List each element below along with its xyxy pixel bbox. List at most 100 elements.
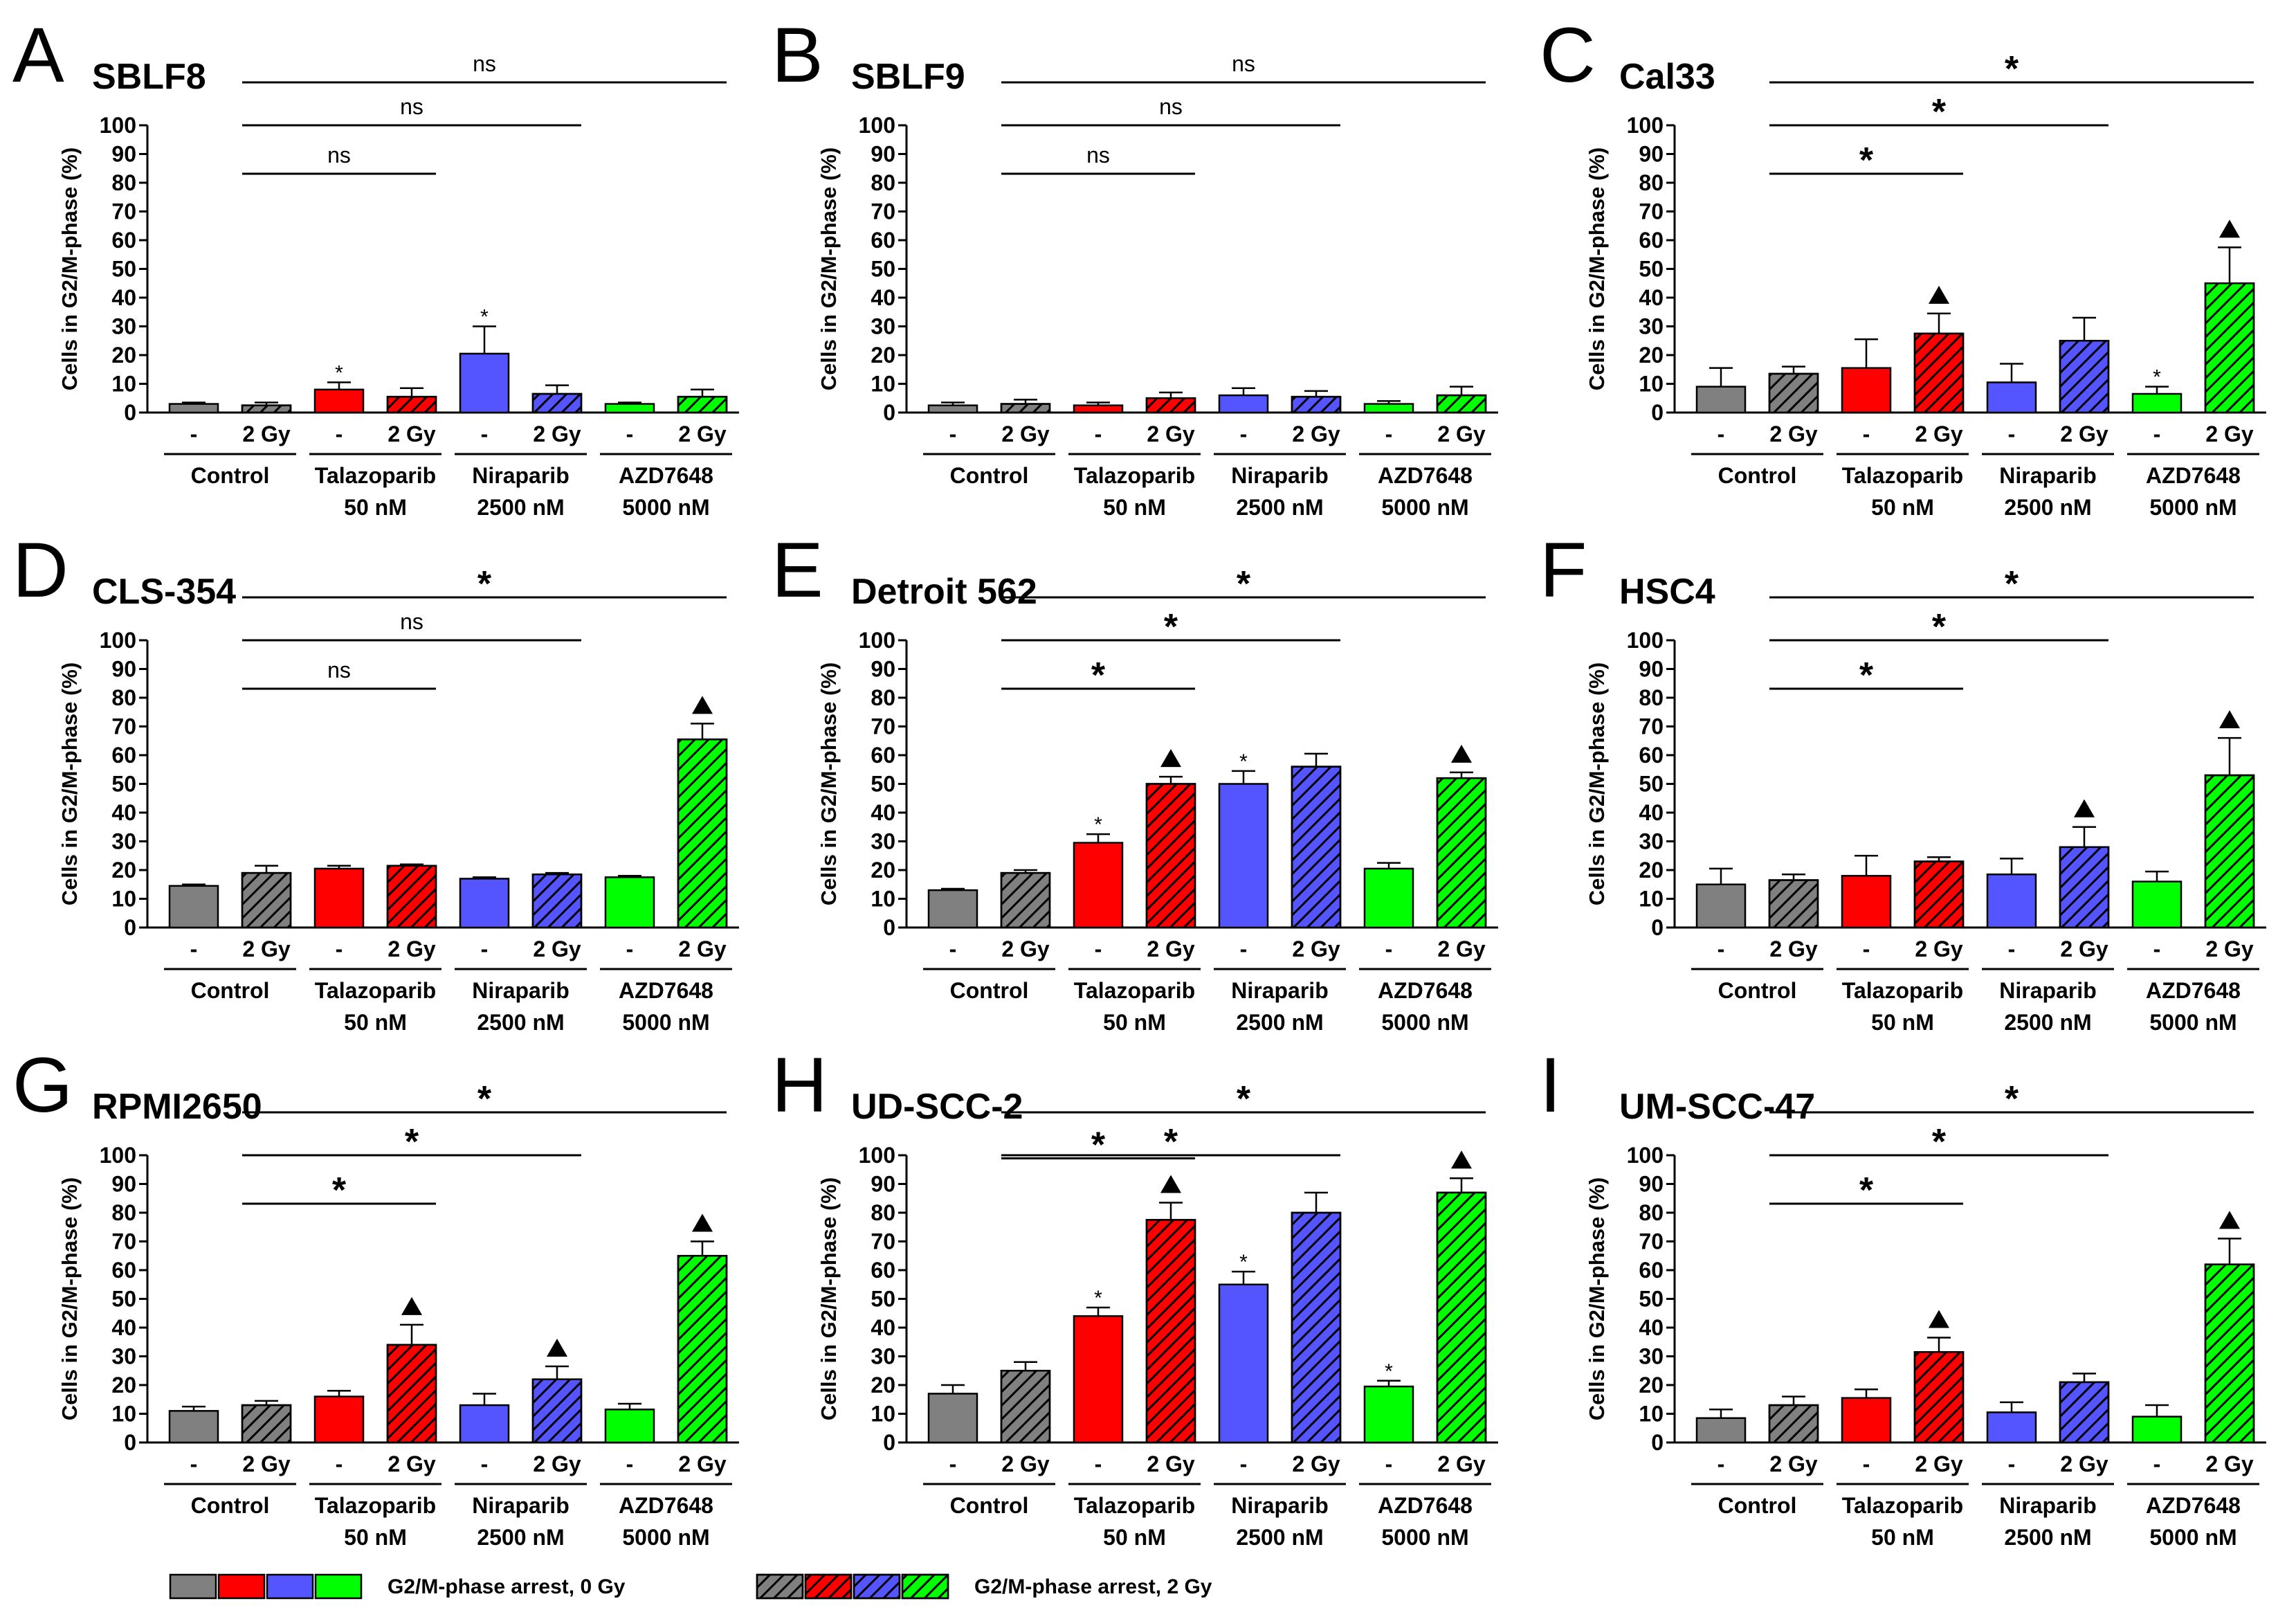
small-star-marker: * — [1385, 1360, 1393, 1383]
y-tick-label: 10 — [111, 1402, 136, 1427]
bar — [1363, 1385, 1414, 1444]
x-tick-label: - — [336, 937, 343, 961]
group-label: AZD7648 — [619, 978, 713, 1003]
group-label: Niraparib — [472, 463, 569, 488]
bar — [1363, 867, 1414, 929]
y-tick-label: 50 — [111, 1287, 136, 1312]
panel-D: D CLS-354 Cells in G2/M-phase (%) 0 10 20 30 40… — [12, 527, 739, 1035]
legend: G2/M-phase arrest, 0 Gy G2/M-phase arres… — [169, 1573, 1212, 1600]
group-label: Control — [950, 978, 1029, 1003]
group-label: Talazoparib — [315, 1493, 436, 1518]
group-label: AZD7648 — [1378, 1493, 1473, 1518]
y-tick-label: 50 — [1639, 772, 1664, 797]
legend-swatch-solid — [169, 1573, 217, 1600]
y-tick-label: 20 — [1639, 343, 1664, 368]
group-sublabel: 5000 nM — [1381, 495, 1468, 520]
y-tick-label: 80 — [111, 1200, 136, 1225]
triangle-marker — [1451, 744, 1472, 763]
x-tick-label: 2 Gy — [533, 422, 581, 446]
legend-label-2gy: G2/M-phase arrest, 2 Gy — [974, 1575, 1212, 1598]
group-label: AZD7648 — [2146, 463, 2241, 488]
y-axis-label: Cells in G2/M-phase (%) — [57, 662, 82, 905]
x-tick-label: - — [626, 422, 634, 446]
group-sublabel: 2500 nM — [477, 1010, 564, 1035]
y-tick-label: 50 — [871, 257, 895, 282]
y-tick-label: 100 — [100, 113, 136, 138]
group-sublabel: 2500 nM — [477, 495, 564, 520]
bar — [927, 889, 978, 929]
group-sublabel: 50 nM — [1871, 1525, 1934, 1550]
y-tick-label: 50 — [111, 772, 136, 797]
bar — [313, 867, 365, 929]
x-tick-label: 2 Gy — [242, 1451, 291, 1476]
significance-label: ns — [327, 143, 351, 168]
significance-label: * — [1164, 607, 1178, 647]
group-label: Niraparib — [1231, 978, 1328, 1003]
y-tick-label: 40 — [111, 285, 136, 310]
bar-hatch — [2204, 1263, 2255, 1444]
group-label: AZD7648 — [619, 463, 713, 488]
bar — [1073, 404, 1124, 414]
x-tick-label: - — [190, 1451, 198, 1476]
small-star-marker: * — [335, 361, 343, 384]
x-tick-label: 2 Gy — [533, 937, 581, 961]
group-label: Control — [191, 978, 270, 1003]
y-tick-label: 10 — [1639, 887, 1664, 912]
y-axis-label: Cells in G2/M-phase (%) — [57, 1177, 82, 1420]
panel-letter: I — [1540, 1042, 1561, 1128]
group-sublabel: 50 nM — [344, 495, 407, 520]
bar-hatch — [531, 392, 583, 414]
bar — [1218, 783, 1269, 929]
panel-letter: D — [12, 527, 69, 613]
x-tick-label: 2 Gy — [388, 937, 436, 961]
triangle-marker — [2219, 710, 2240, 729]
x-tick-label: 2 Gy — [242, 937, 291, 961]
group-label: Control — [950, 463, 1029, 488]
triangle-marker — [547, 1339, 567, 1357]
bar-hatch — [1291, 395, 1342, 414]
panel-title: RPMI2650 — [92, 1087, 262, 1127]
legend-swatch-hatch-overlay — [853, 1573, 901, 1600]
significance-label: * — [2005, 49, 2019, 89]
triangle-marker — [1451, 1150, 1472, 1169]
group-label: Niraparib — [472, 978, 569, 1003]
y-tick-label: 40 — [1639, 1315, 1664, 1340]
y-tick-label: 10 — [111, 887, 136, 912]
y-tick-label: 0 — [124, 1430, 136, 1455]
y-axis-label: Cells in G2/M-phase (%) — [1585, 1177, 1609, 1420]
x-tick-label: - — [1863, 937, 1870, 961]
bar-hatch — [386, 1344, 437, 1444]
x-tick-label: - — [1240, 422, 1248, 446]
x-tick-label: - — [1863, 1451, 1870, 1476]
group-sublabel: 2500 nM — [1236, 1525, 1323, 1550]
y-tick-label: 10 — [1639, 372, 1664, 397]
triangle-marker — [2074, 799, 2095, 817]
x-tick-label: - — [949, 422, 957, 446]
significance-label: ns — [400, 609, 423, 634]
group-sublabel: 50 nM — [1871, 1010, 1934, 1035]
x-tick-label: 2 Gy — [1147, 422, 1195, 446]
x-tick-label: 2 Gy — [2205, 422, 2254, 446]
group-sublabel: 5000 nM — [2149, 1010, 2236, 1035]
x-tick-label: - — [1095, 422, 1102, 446]
y-tick-label: 50 — [871, 1287, 895, 1312]
bar-hatch — [2059, 846, 2110, 929]
bar-hatch — [1768, 372, 1819, 414]
bar — [2131, 1416, 2183, 1444]
bar-hatch — [1436, 777, 1487, 929]
y-tick-label: 80 — [111, 170, 136, 195]
bar — [927, 1393, 978, 1444]
bar-hatch — [1145, 1219, 1196, 1444]
panel-title: HSC4 — [1619, 572, 1715, 612]
y-tick-label: 100 — [859, 1143, 895, 1168]
y-tick-label: 100 — [1627, 113, 1664, 138]
triangle-marker — [692, 1213, 713, 1232]
x-tick-label: - — [2008, 422, 2016, 446]
x-tick-label: 2 Gy — [1292, 1451, 1340, 1476]
y-tick-label: 60 — [111, 228, 136, 253]
significance-label: * — [1091, 655, 1106, 696]
bar — [604, 1409, 655, 1444]
significance-label: * — [1932, 1122, 1947, 1162]
x-tick-label: 2 Gy — [533, 1451, 581, 1476]
